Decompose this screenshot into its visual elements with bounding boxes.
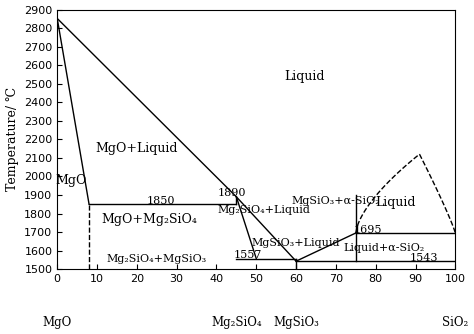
Text: 1695: 1695: [354, 225, 382, 235]
Text: Liquid+α-SiO₂: Liquid+α-SiO₂: [343, 243, 424, 253]
Text: 1543: 1543: [409, 254, 438, 264]
Text: 1557: 1557: [234, 250, 263, 260]
Text: MgSiO₃+α-SiO₂: MgSiO₃+α-SiO₂: [292, 195, 380, 205]
Text: 1850: 1850: [146, 196, 175, 206]
Text: Mg₂SiO₄: Mg₂SiO₄: [211, 316, 262, 329]
Text: Mg₂SiO₄+Liquid: Mg₂SiO₄+Liquid: [218, 205, 310, 215]
Text: MgO: MgO: [55, 174, 87, 187]
Text: Liquid: Liquid: [375, 196, 416, 209]
Text: SiO₂: SiO₂: [442, 316, 468, 329]
Text: MgO+Mg₂SiO₄: MgO+Mg₂SiO₄: [101, 212, 197, 225]
Text: MgSiO₃+Liquid: MgSiO₃+Liquid: [252, 238, 340, 248]
Y-axis label: Temperature/ ℃: Temperature/ ℃: [6, 87, 18, 191]
Text: MgSiO₃: MgSiO₃: [273, 316, 319, 329]
Text: 1890: 1890: [218, 188, 246, 198]
Text: MgO: MgO: [43, 316, 72, 329]
Text: Mg₂SiO₄+MgSiO₃: Mg₂SiO₄+MgSiO₃: [107, 254, 207, 264]
Text: Liquid: Liquid: [284, 70, 324, 83]
Text: MgO+Liquid: MgO+Liquid: [96, 142, 178, 155]
